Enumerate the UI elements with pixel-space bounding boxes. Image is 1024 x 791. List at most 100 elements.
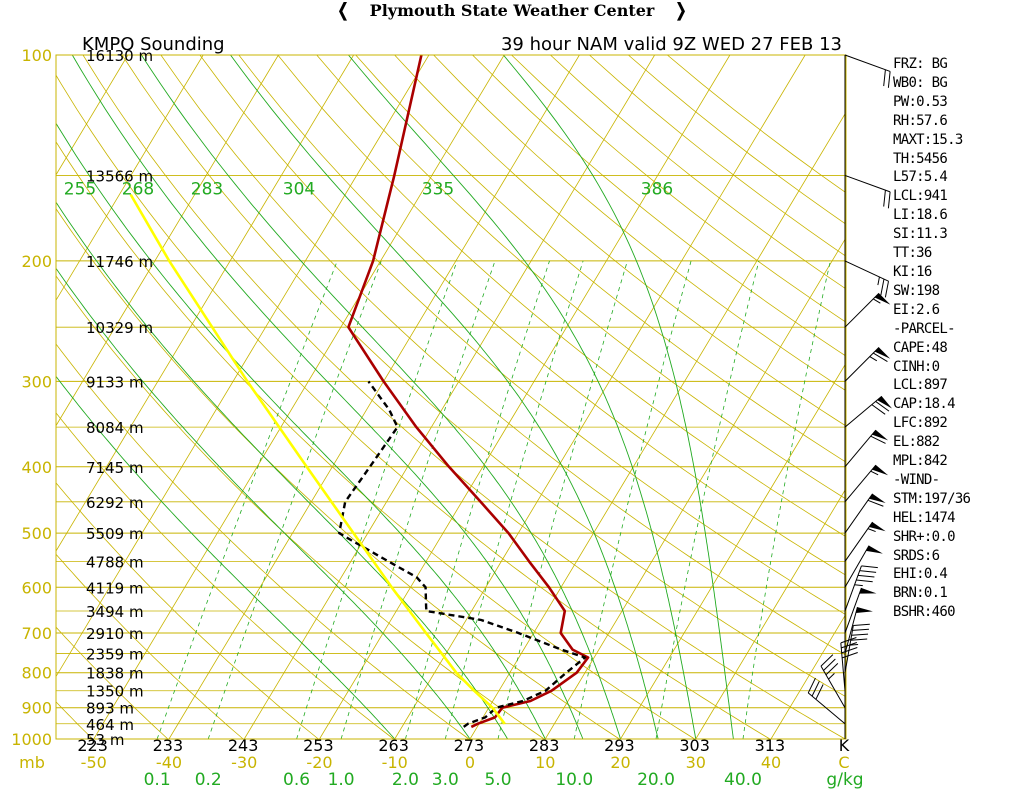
dry-adiabat-line — [355, 55, 846, 463]
wind-barb-feather — [884, 281, 889, 298]
mixing-ratio-line — [655, 260, 760, 739]
pressure-tick-label: 500 — [21, 524, 52, 543]
kelvin-tick-label: 243 — [228, 736, 259, 755]
sounding-index-item: SI:11.3 — [893, 226, 948, 243]
temperature-tick-label: -50 — [81, 753, 107, 772]
wind-barb-feather — [820, 654, 834, 667]
sounding-index-item: HEL:1474 — [893, 509, 956, 526]
mixing-ratio-unit-label: g/kg — [826, 770, 863, 790]
theta-e-label: 386 — [641, 179, 673, 199]
sounding-index-item: TH:5456 — [893, 150, 948, 167]
wind-barb-staff — [840, 642, 846, 691]
sounding-index-item: STM:197/36 — [893, 490, 971, 507]
wind-barb — [840, 637, 858, 691]
wind-barb-pennant — [877, 396, 893, 409]
height-tick-label: 6292 m — [86, 494, 144, 512]
wind-barb — [844, 429, 889, 468]
wind-barb — [844, 174, 891, 209]
moist-adiabat-line — [141, 55, 621, 739]
sounding-index-item: WB0: BG — [893, 74, 948, 91]
moist-adiabat-line — [56, 267, 471, 739]
theta-e-label: 304 — [283, 179, 315, 199]
wind-barb-feather — [887, 71, 891, 88]
wind-barb-pennant — [866, 545, 883, 554]
mixing-ratio-tick-label: 0.1 — [144, 770, 171, 790]
pennant-icon: ❭ — [673, 0, 689, 21]
wind-barb-feather — [852, 628, 869, 631]
isotherm-line — [56, 55, 129, 176]
wind-barb-feather — [861, 565, 878, 569]
isotherm-line — [770, 613, 846, 739]
wind-barb — [844, 545, 883, 588]
moist-adiabat-line — [56, 375, 396, 739]
mixing-ratio-line — [444, 260, 584, 739]
sounding-index-item: TT:36 — [893, 245, 932, 262]
mixing-ratio-tick-label: 10.0 — [555, 770, 593, 790]
kelvin-unit-label: K — [839, 736, 850, 755]
wind-barb — [844, 347, 891, 382]
wind-barb-half-feather — [854, 584, 863, 587]
height-tick-label: 4788 m — [86, 553, 144, 571]
wind-barb-staff — [844, 625, 854, 673]
dry-adiabat-line — [238, 55, 846, 576]
height-tick-label: 5509 m — [86, 525, 144, 543]
pressure-unit-label: mb — [19, 753, 45, 772]
wind-barb-staff — [844, 347, 880, 382]
wind-barb — [844, 565, 878, 612]
page-header: ❬ Plymouth State Weather Center ❭ — [0, 0, 1024, 24]
mixing-ratio-line — [497, 260, 628, 739]
dewpoint-trace — [338, 380, 587, 728]
moist-adiabat-line — [56, 201, 508, 739]
wind-barb-half-feather — [849, 644, 859, 646]
isotherm-line — [93, 55, 505, 739]
sounding-indices-panel: FRZ: BG WB0: BG PW:0.53 RH:57.6 MAXT:15.3 TH:… — [893, 55, 971, 622]
sounding-index-item: SHR+:0.0 — [893, 528, 956, 545]
mixing-ratio-line — [296, 260, 458, 739]
wind-barb-staff — [844, 429, 877, 468]
isotherm-line — [544, 236, 846, 739]
wind-barb-staff — [844, 395, 883, 428]
kelvin-tick-label: 313 — [755, 736, 786, 755]
pressure-tick-label: 900 — [21, 699, 52, 718]
wind-barb-half-feather — [828, 673, 835, 680]
wind-barb — [844, 623, 870, 673]
mixing-ratio-tick-label: 20.0 — [637, 770, 675, 790]
isotherm-line — [56, 55, 430, 678]
height-tick-label: 893 m — [86, 700, 134, 718]
wind-barb-feather — [857, 574, 875, 578]
dry-adiabat-line — [121, 55, 846, 698]
temperature-tick-label: -20 — [306, 753, 332, 772]
wind-barb-half-feather — [873, 298, 881, 304]
page-title: Plymouth State Weather Center — [369, 1, 655, 20]
temperature-tick-label: -40 — [156, 753, 182, 772]
temperature-tick-label: 10 — [535, 753, 555, 772]
sounding-index-item: LI:18.6 — [893, 207, 948, 224]
height-tick-label: 1350 m — [86, 683, 144, 701]
height-tick-label: 10329 m — [86, 319, 153, 337]
temperature-tick-label: -10 — [382, 753, 408, 772]
wind-barb-staff — [844, 260, 889, 282]
sounding-index-item: EHI:0.4 — [893, 566, 948, 583]
sounding-index-item: LCL:897 — [893, 377, 948, 394]
dry-adiabat-line — [56, 207, 620, 739]
kelvin-tick-label: 263 — [378, 736, 409, 755]
sounding-index-item: CAP:18.4 — [893, 396, 956, 413]
pennant-icon: ❬ — [335, 0, 351, 21]
dry-adiabat-line — [82, 55, 846, 739]
wind-barb-pennant — [855, 607, 873, 613]
wind-barb — [844, 260, 889, 298]
wind-barb — [844, 521, 886, 562]
sounding-index-item: EL:882 — [893, 434, 940, 451]
wind-barb-feather — [850, 638, 868, 641]
isotherm-line — [56, 55, 354, 552]
chart-subtitle: 39 hour NAM valid 9Z WED 27 FEB 13 — [501, 34, 842, 55]
dry-adiabat-line — [56, 275, 545, 739]
wind-barb-feather — [841, 642, 858, 649]
dry-adiabat-line — [316, 55, 846, 500]
height-tick-label: 2910 m — [86, 625, 144, 643]
parcel-trace — [129, 193, 506, 725]
wind-barb-feather — [883, 69, 886, 87]
wind-barb-staff — [844, 545, 870, 588]
wind-barb-feather — [859, 570, 877, 573]
sounding-index-item: BRN:0.1 — [893, 585, 948, 602]
